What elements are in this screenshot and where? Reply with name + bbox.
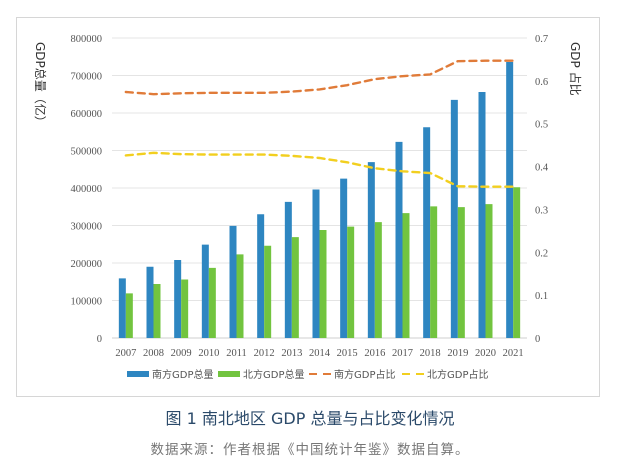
line-south-share [124,59,515,96]
line-north-share [124,151,515,188]
legend-swatch [127,371,149,377]
bar-south [118,278,126,338]
x-tick-label: 2018 [420,348,441,359]
bar-north [374,222,382,338]
bar-south [174,260,182,338]
bar-north [264,245,272,338]
bar-south [146,266,154,338]
x-tick-label: 2014 [309,348,331,359]
bar-north [347,226,355,338]
figure-caption-title: 图 1 南北地区 GDP 总量与占比变化情况 [165,409,455,428]
bar-south [257,214,265,338]
legend-swatch [218,371,240,377]
y2-tick-label: 0.3 [535,205,548,216]
y2-tick-label: 0.5 [535,120,548,131]
bar-north [125,293,133,338]
y-tick-label: 100000 [71,297,103,308]
bar-north [153,284,161,338]
y2-tick-label: 0.1 [535,291,548,302]
bar-south [450,99,458,338]
bar-north [236,254,244,338]
x-tick-label: 2008 [143,348,164,359]
bar-south [478,92,486,338]
y2-axis-title: GDP 占比 [568,42,583,96]
x-tick-label: 2016 [364,348,385,359]
y-tick-label: 400000 [71,184,103,195]
x-tick-label: 2009 [171,348,192,359]
bar-north [485,204,493,338]
figure-caption-source: 数据来源：作者根据《中国统计年鉴》数据自算。 [150,442,470,458]
bar-south [312,189,320,338]
y-tick-label: 700000 [71,72,103,83]
bar-north [430,206,438,338]
bar-north [208,267,216,338]
bar-north [402,213,410,338]
y2-tick-label: 0.2 [535,248,548,259]
y-tick-label: 500000 [71,147,103,158]
x-tick-label: 2012 [254,348,275,359]
legend-label: 南方GDP占比 [334,368,395,381]
bar-south [367,162,375,338]
gdp-chart: 0 100000 200000 300000 400000 500000 600000 700… [33,34,583,381]
bar-south [201,244,209,338]
legend-label: 北方GDP总量 [243,368,304,381]
x-tick-label: 2021 [503,348,524,359]
y-tick-label: 600000 [71,109,103,120]
y-tick-label: 800000 [71,34,103,45]
x-tick-label: 2019 [447,348,468,359]
bar-south [506,62,514,338]
y-tick-label: 200000 [71,259,103,270]
bar-north [181,279,189,338]
legend-label: 北方GDP占比 [427,368,488,381]
y2-tick-label: 0.4 [535,163,549,174]
bar-north [319,230,327,338]
y-axis-title: GDP总量（亿） [33,42,48,128]
x-tick-label: 2020 [475,348,496,359]
bar-south [395,141,403,338]
y-tick-label: 300000 [71,222,103,233]
bar-south [423,127,431,338]
x-tick-label: 2007 [115,348,136,359]
y2-tick-label: 0.7 [535,34,548,45]
x-tick-label: 2017 [392,348,413,359]
bar-south [284,201,292,338]
bar-south [340,178,348,338]
x-tick-label: 2010 [198,348,219,359]
x-tick-label: 2011 [226,348,247,359]
bar-north [457,207,465,338]
bar-north [291,237,299,338]
bar-north [513,187,521,338]
chart-frame [16,17,600,397]
x-tick-label: 2013 [281,348,302,359]
y2-tick-label: 0.6 [535,77,548,88]
bar-south [229,225,237,338]
legend-label: 南方GDP总量 [152,368,213,381]
x-tick-label: 2015 [337,348,358,359]
y2-tick-label: 0 [535,334,540,345]
y-tick-label: 0 [97,334,102,345]
